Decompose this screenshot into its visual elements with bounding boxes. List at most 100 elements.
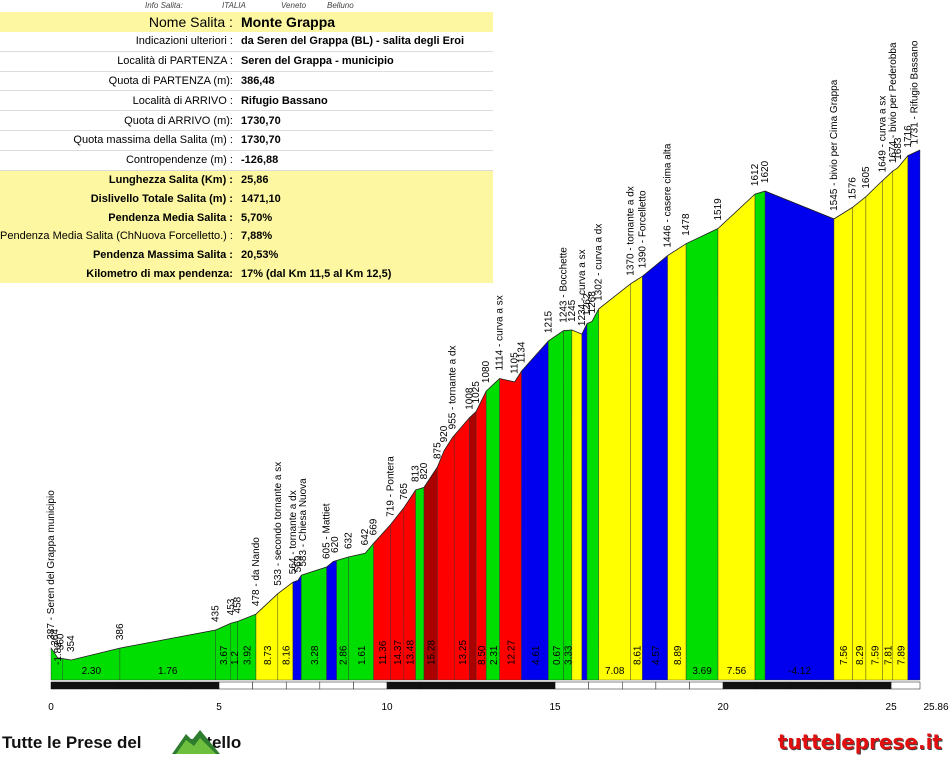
profile-segment — [882, 170, 894, 681]
segment-gradient-label: 3.67 — [219, 645, 230, 665]
elevation-annotation: 387 - Seren del Grappa municipio — [46, 490, 57, 640]
info-label: Località di PARTENZA : — [0, 51, 237, 72]
segment-gradient-label: -4.12 — [788, 666, 811, 677]
segment-gradient-label: 12.27 — [507, 640, 518, 665]
x-tick-label: 0 — [48, 702, 54, 713]
profile-segment — [499, 370, 522, 681]
axis-km-block — [285, 681, 321, 690]
elevation-annotation: 1716 — [903, 125, 914, 148]
mountain-logo-icon — [172, 730, 220, 754]
segment-gradient-label: 3.92 — [243, 645, 254, 665]
elevation-annotation: 1215 — [543, 310, 554, 333]
elevation-annotation: 583 - Chiesa Nuova — [298, 478, 309, 567]
segment-gradient-label: 7.08 — [605, 666, 625, 677]
segment-gradient-label: 7.56 — [839, 645, 850, 665]
axis-km-block — [420, 681, 455, 690]
axis-km-block — [487, 681, 522, 690]
info-value: 7,88% — [236, 226, 493, 246]
elevation-annotation: 1390 - Forcelletto — [637, 190, 648, 268]
axis-km-block — [588, 681, 623, 690]
elevation-annotation: 1674 - bivio per Pederobba — [888, 42, 899, 163]
elevation-annotation: 955 - tornante a dx — [448, 345, 459, 429]
info-label: Quota massima della Salita (m) : — [0, 130, 237, 151]
segment-gradient-label: 8.29 — [855, 645, 866, 665]
profile-segment — [907, 149, 921, 681]
info-row: Kilometro di max pendenza: 17% (dal Km 11… — [0, 264, 493, 284]
elevation-annotation: 1576 — [847, 177, 858, 200]
elevation-annotation: 642 — [360, 528, 371, 545]
segment-gradient-label: 0.67 — [552, 645, 563, 665]
info-value: 1730,70 — [236, 110, 493, 131]
segment-gradient-label: 8.73 — [263, 645, 274, 665]
segment-gradient-label: 4.61 — [531, 645, 542, 665]
axis-km-block — [84, 681, 119, 690]
segment-gradient-label: 7.59 — [870, 645, 881, 665]
elevation-annotation: 1234 - curva a sx — [577, 249, 588, 326]
info-header: Info Salita: ITALIA Veneto Belluno — [0, 0, 493, 12]
x-tick-label: 25.86 — [923, 702, 948, 713]
info-label: Pendenza Media Salita : — [0, 208, 237, 227]
gradient-labels: -1.82 2.30 1.76 3.67 1.2 3.92 8.73 8.16 3.28 2.86… — [53, 640, 907, 677]
segment-gradient-label: 1.61 — [357, 645, 368, 665]
elevation-annotation: 354 — [66, 635, 77, 652]
elevation-annotation: 719 - Pontera — [385, 456, 396, 517]
profile-outline — [50, 149, 921, 661]
profile-segment — [571, 329, 583, 681]
info-row: Lunghezza Salita (Km) :25,86 — [0, 170, 493, 190]
elevation-annotation: 564 - tornante a dx — [288, 490, 299, 574]
segment-gradient-label: -1.82 — [53, 642, 64, 665]
info-value: 5,70% — [236, 208, 493, 227]
segment-gradient-label: 1.76 — [158, 666, 178, 677]
profile-segment — [717, 193, 756, 681]
elevation-annotation: 1478 — [681, 213, 692, 236]
elevation-annotation: 1370 - tornante a dx — [626, 186, 637, 276]
segment-gradient-label: 11.36 — [378, 640, 389, 665]
profile-segment — [586, 308, 599, 681]
info-value: Rifugio Bassano — [236, 90, 493, 112]
profile-segment — [764, 190, 835, 681]
elevation-annotation: 360 — [55, 633, 66, 650]
info-value: Monte Grappa — [236, 12, 493, 32]
profile-segments — [50, 149, 921, 681]
elevation-annotation: 1262 — [582, 293, 593, 316]
info-row: Località di ARRIVO : Rifugio Bassano — [0, 90, 493, 112]
axis-km-block — [151, 681, 186, 690]
profile-segment — [485, 378, 500, 681]
x-tick-label: 20 — [718, 702, 730, 713]
profile-segment — [581, 323, 588, 681]
axis-km-block — [252, 681, 287, 690]
x-tick-label: 15 — [549, 702, 561, 713]
distance-axis: 0 5 10 15 20 25 25.86 — [48, 681, 949, 713]
elevation-annotation: 1731 - Rifugio Bassano — [910, 40, 921, 144]
elevation-annotation: 1446 - casere cima alta — [663, 143, 674, 247]
segment-gradient-label: 13.48 — [406, 640, 417, 665]
profile-segment — [852, 196, 867, 681]
info-row: Quota massima della Salita (m) :1730,70 — [0, 130, 493, 151]
info-label: Dislivello Totale Salita (m) : — [0, 189, 237, 209]
elevation-annotation: 1114 - curva a sx — [495, 295, 506, 370]
elevation-annotation: 1105 — [510, 352, 521, 374]
segment-gradient-label: 2.30 — [82, 666, 102, 677]
segment-gradient-label: 3.28 — [310, 645, 321, 665]
info-value: da Seren del Grappa (BL) - salita degli … — [236, 32, 493, 52]
profile-segment — [469, 411, 477, 681]
region-label: Veneto — [281, 1, 307, 10]
segment-gradient-label: 7.89 — [896, 645, 907, 665]
info-value: 386,48 — [236, 71, 493, 92]
elevation-annotation: 478 - da Nando — [251, 537, 262, 606]
info-label: Pendenza Media Salita (ChNuova Forcellet… — [0, 226, 237, 246]
axis-km-block — [823, 681, 858, 690]
elevation-annotation: 1302 - curva a dx — [594, 224, 605, 301]
elevation-annotation: 386 — [115, 623, 126, 640]
info-label: Quota di PARTENZA (m): — [0, 71, 237, 92]
segment-gradient-label: 15.28 — [427, 640, 438, 665]
axis-km-block — [689, 681, 724, 690]
elevation-annotation: 1134 — [516, 341, 527, 363]
profile-segment — [563, 329, 573, 681]
info-label: Quota di ARRIVO (m): — [0, 110, 237, 131]
info-label: Indicazioni ulteriori : — [0, 32, 237, 52]
footer-brand-text: Tutte le Prese del — [2, 733, 142, 752]
website-watermark: tutteleprese.it — [777, 730, 942, 754]
axis-km-block — [386, 681, 421, 690]
